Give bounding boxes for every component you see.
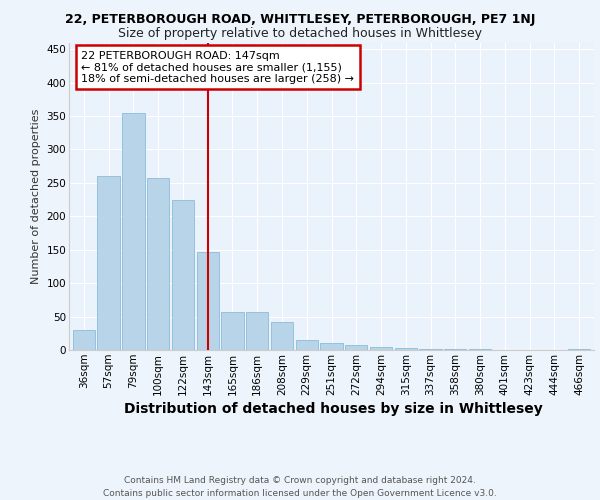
Bar	[97, 176, 120, 350]
Bar	[370, 346, 392, 350]
Bar	[221, 312, 244, 350]
Text: Size of property relative to detached houses in Whittlesey: Size of property relative to detached ho…	[118, 28, 482, 40]
Text: Distribution of detached houses by size in Whittlesey: Distribution of detached houses by size …	[124, 402, 542, 416]
Bar	[395, 348, 417, 350]
Bar	[271, 322, 293, 350]
Bar	[444, 348, 466, 350]
Y-axis label: Number of detached properties: Number of detached properties	[31, 108, 41, 284]
Bar	[172, 200, 194, 350]
Bar	[320, 344, 343, 350]
Bar	[246, 312, 268, 350]
Bar	[147, 178, 169, 350]
Text: Contains HM Land Registry data © Crown copyright and database right 2024.
Contai: Contains HM Land Registry data © Crown c…	[103, 476, 497, 498]
Bar	[122, 112, 145, 350]
Text: 22, PETERBOROUGH ROAD, WHITTLESEY, PETERBOROUGH, PE7 1NJ: 22, PETERBOROUGH ROAD, WHITTLESEY, PETER…	[65, 12, 535, 26]
Bar	[296, 340, 318, 350]
Bar	[419, 348, 442, 350]
Text: 22 PETERBOROUGH ROAD: 147sqm
← 81% of detached houses are smaller (1,155)
18% of: 22 PETERBOROUGH ROAD: 147sqm ← 81% of de…	[82, 50, 355, 84]
Bar	[197, 252, 219, 350]
Bar	[73, 330, 95, 350]
Bar	[345, 344, 367, 350]
